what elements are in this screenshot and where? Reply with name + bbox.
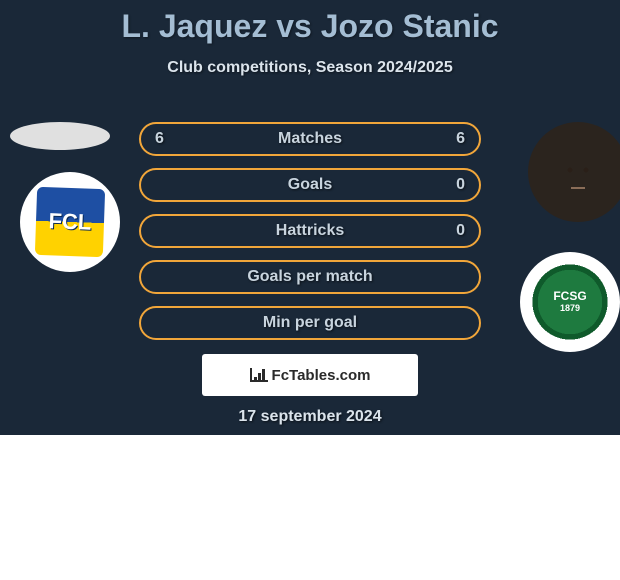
- stat-label: Hattricks: [276, 222, 344, 240]
- fcl-badge-icon: FCL: [35, 187, 105, 257]
- stat-label: Min per goal: [263, 314, 357, 332]
- page-title: L. Jaquez vs Jozo Stanic: [0, 0, 620, 45]
- stat-row: Min per goal: [139, 306, 481, 340]
- stat-label: Goals: [288, 176, 332, 194]
- club-right-year: 1879: [560, 304, 580, 314]
- barchart-icon: [250, 368, 268, 382]
- date-text: 17 september 2024: [238, 408, 381, 426]
- stat-right-value: 0: [445, 176, 465, 194]
- stat-label: Goals per match: [247, 268, 372, 286]
- stat-row: Goals 0: [139, 168, 481, 202]
- watermark[interactable]: FcTables.com: [202, 354, 418, 396]
- subtitle: Club competitions, Season 2024/2025: [0, 59, 620, 77]
- club-right-badge: FCSG 1879: [520, 252, 620, 352]
- stat-rows: 6 Matches 6 Goals 0 Hattricks 0 Goals pe…: [139, 122, 481, 340]
- stat-row: Goals per match: [139, 260, 481, 294]
- club-right-short: FCSG: [553, 290, 586, 303]
- watermark-text: FcTables.com: [272, 367, 371, 384]
- stat-left-value: 6: [155, 130, 175, 148]
- player-right-avatar: [528, 122, 620, 222]
- stat-row: 6 Matches 6: [139, 122, 481, 156]
- fcsg-badge-icon: FCSG 1879: [532, 264, 608, 340]
- stat-label: Matches: [278, 130, 342, 148]
- club-left-badge: FCL: [20, 172, 120, 272]
- stat-right-value: 6: [445, 130, 465, 148]
- stat-row: Hattricks 0: [139, 214, 481, 248]
- player-left-avatar: [10, 122, 110, 150]
- stat-right-value: 0: [445, 222, 465, 240]
